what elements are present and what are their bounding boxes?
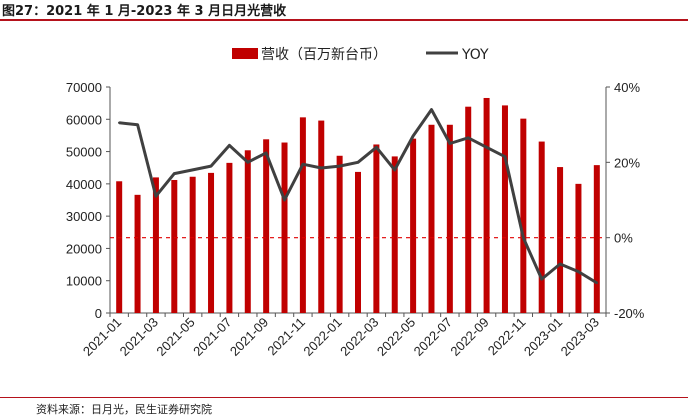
revenue-bar xyxy=(226,162,233,313)
y-left-tick-label: 70000 xyxy=(66,80,102,95)
x-tick-label: 2021-09 xyxy=(227,315,271,359)
yoy-point xyxy=(338,164,341,168)
title-rule xyxy=(0,19,688,21)
y-left-tick-label: 20000 xyxy=(66,241,102,256)
yoy-point xyxy=(136,123,139,126)
source-note: 资料来源：日月光，民生证券研究院 xyxy=(36,403,212,416)
revenue-bar xyxy=(244,150,251,313)
x-tick-label: 2021-07 xyxy=(190,315,234,359)
legend-label-yoy: YOY xyxy=(461,47,489,63)
yoy-point xyxy=(595,281,599,285)
x-tick-label: 2021-01 xyxy=(80,315,124,359)
y-right-tick-label: 40% xyxy=(614,80,640,95)
revenue-bar xyxy=(152,177,159,313)
x-tick-label: 2022-03 xyxy=(337,315,381,359)
yoy-point xyxy=(209,164,213,168)
revenue-bar xyxy=(336,155,343,313)
yoy-point xyxy=(577,270,580,273)
y-left-tick-label: 40000 xyxy=(66,177,102,192)
revenue-bar xyxy=(465,106,472,314)
revenue-bar xyxy=(281,142,288,313)
yoy-point xyxy=(320,166,323,170)
revenue-bar xyxy=(116,181,123,313)
yoy-point xyxy=(411,134,415,138)
revenue-bar xyxy=(410,138,417,313)
yoy-point xyxy=(503,155,507,158)
yoy-point xyxy=(246,161,249,164)
legend: 营收（百万新台币） YOY xyxy=(232,47,489,63)
revenue-bar xyxy=(263,139,270,313)
revenue-bar xyxy=(593,165,600,313)
yoy-point xyxy=(191,168,194,172)
y-left-tick-label: 0 xyxy=(95,306,102,321)
bars xyxy=(116,97,600,314)
revenue-bar xyxy=(428,124,435,313)
y-left-tick-label: 30000 xyxy=(66,209,102,224)
chart: 营收（百万新台币） YOY 0 10000 20000 30000 40000 50000… xyxy=(66,47,645,359)
x-tick-label: 2022-07 xyxy=(411,315,455,359)
legend-label-revenue: 营收（百万新台币） xyxy=(261,47,387,63)
yoy-point xyxy=(522,236,525,239)
yoy-point xyxy=(283,198,286,202)
x-tick-label: 2022-09 xyxy=(447,315,491,359)
revenue-bar xyxy=(373,144,380,313)
yoy-point xyxy=(264,151,268,155)
yoy-point xyxy=(117,121,121,124)
revenue-bar xyxy=(299,117,306,313)
yoy-point xyxy=(393,168,396,172)
y-left-tick-label: 10000 xyxy=(66,274,102,289)
yoy-point xyxy=(430,108,433,111)
yoy-point xyxy=(467,136,470,140)
legend-swatch-revenue xyxy=(232,48,258,59)
figure-title: 图27：2021 年 1 月-2023 年 3 月日月光营收 xyxy=(2,4,287,19)
x-tick-label: 2021-05 xyxy=(153,315,197,359)
x-tick-label: 2022-01 xyxy=(300,315,344,359)
revenue-bar xyxy=(483,97,490,313)
revenue-bar xyxy=(501,105,508,313)
yoy-point xyxy=(448,142,452,145)
x-tick-label: 2023-03 xyxy=(558,315,602,359)
revenue-bar xyxy=(446,124,453,313)
yoy-point xyxy=(356,161,360,164)
yoy-point xyxy=(228,144,231,147)
yoy-point xyxy=(485,146,488,149)
y-left-tick-label: 50000 xyxy=(66,145,102,160)
x-tick-label: 2023-01 xyxy=(521,315,565,359)
revenue-bar xyxy=(575,183,582,313)
yoy-point xyxy=(375,146,378,149)
y-right-tick-label: -20% xyxy=(614,306,645,321)
y-right-tick-label: 20% xyxy=(614,155,640,170)
revenue-bar xyxy=(171,179,178,313)
yoy-point xyxy=(540,277,543,281)
revenue-bar xyxy=(208,172,215,313)
revenue-bar xyxy=(391,156,398,313)
x-tick-label: 2021-11 xyxy=(264,315,308,359)
revenue-bar xyxy=(189,176,196,313)
y-left-tick-label: 60000 xyxy=(66,112,102,127)
yoy-point xyxy=(154,195,158,198)
yoy-series xyxy=(117,108,599,285)
x-tick-label: 2022-05 xyxy=(374,315,418,359)
revenue-bar xyxy=(355,171,361,313)
bottom-rule xyxy=(0,397,688,398)
x-tick-label: 2021-03 xyxy=(117,315,161,359)
revenue-bar xyxy=(557,167,564,313)
yoy-point xyxy=(301,163,305,166)
revenue-bar xyxy=(538,141,545,313)
x-tick-label: 2022-11 xyxy=(485,315,529,359)
y-right-tick-label: 0% xyxy=(614,231,633,246)
revenue-bar xyxy=(318,120,325,313)
yoy-point xyxy=(173,172,176,175)
yoy-point xyxy=(558,262,562,266)
revenue-bar xyxy=(134,194,141,313)
revenue-bar xyxy=(520,118,527,313)
